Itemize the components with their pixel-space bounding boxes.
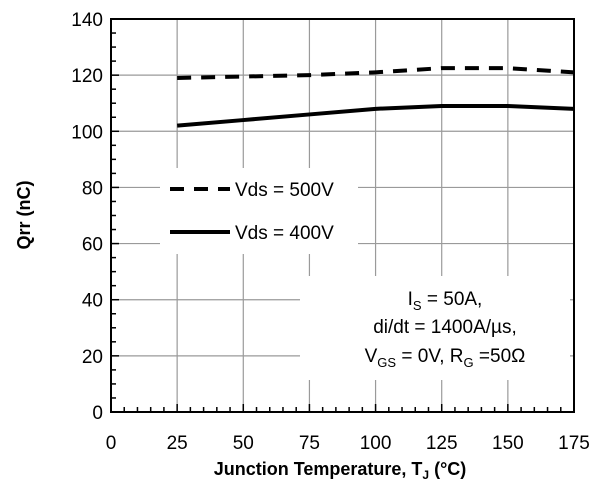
series-line-500v [177,66,575,80]
annotation-line-is: IS = 50A, [408,289,483,313]
x-tick-label: 25 [167,433,188,454]
x-axis-title: Junction Temperature, TJ (°C) [214,459,467,482]
x-tick-label: 50 [233,433,254,454]
x-tick-label: 125 [426,433,458,454]
y-tick-label: 120 [71,66,103,87]
y-tick-label: 0 [92,403,103,424]
x-tick-label: 0 [106,433,117,454]
annotation-line-didt: di/dt = 1400A/µs, [373,317,517,338]
x-tick-label: 100 [360,433,392,454]
y-tick-label: 100 [71,122,103,143]
y-tick-label: 140 [71,10,103,31]
y-tick-label: 20 [82,347,103,368]
y-tick-label: 80 [82,178,103,199]
annotation-background [300,276,570,380]
x-tick-label: 75 [299,433,320,454]
series-lines [176,66,575,128]
test-conditions-annotation: IS = 50A, di/dt = 1400A/µs, VGS = 0V, RG… [365,289,526,370]
plot-border [110,18,575,413]
annotation-line-vgs-rg: VGS = 0V, RG =50Ω [365,346,526,370]
x-tick-label: 175 [558,433,590,454]
series-line-400v [176,104,575,128]
y-tick-label: 40 [82,291,103,312]
legend-label-400v: Vds = 400V [235,223,334,244]
x-tick-label: 150 [492,433,524,454]
y-axis-title: Qrr (nC) [14,181,34,250]
y-tick-labels: 0 20 40 60 80 100 120 140 [71,10,103,424]
legend: Vds = 500V Vds = 400V [170,180,334,244]
y-tick-label: 60 [82,235,103,256]
x-tick-labels: 0 25 50 75 100 125 150 175 [106,433,590,454]
legend-label-500v: Vds = 500V [235,180,334,201]
legend-background [160,168,358,254]
